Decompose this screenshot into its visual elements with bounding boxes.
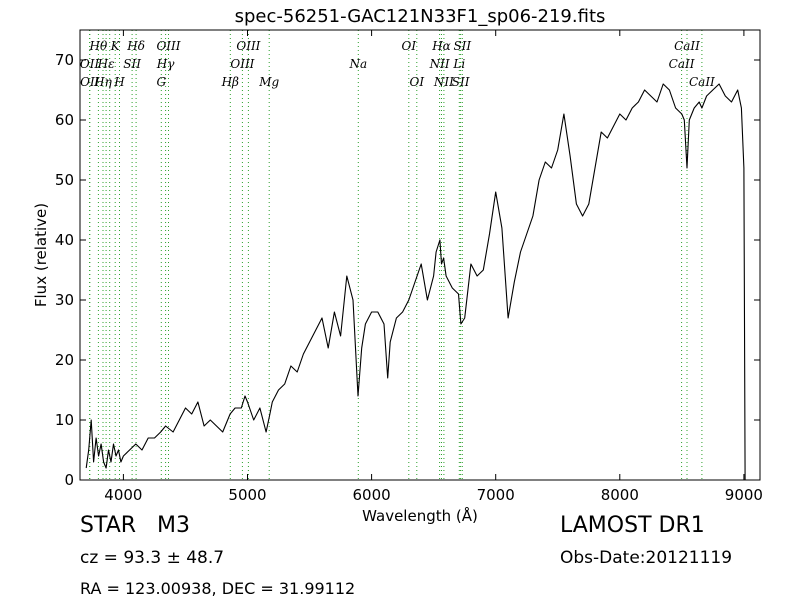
x-tick-label: 6000: [353, 486, 391, 504]
spectrum-series: [85, 83, 746, 481]
line-label: Na: [348, 57, 367, 71]
line-label: Mg: [258, 75, 279, 89]
line-label: Hε: [97, 57, 115, 71]
line-label: G: [157, 75, 167, 89]
x-axis-label: Wavelength (Å): [362, 506, 478, 525]
line-label: Hγ: [156, 57, 175, 71]
y-tick-label: 50: [55, 171, 74, 189]
line-label: NII: [429, 57, 450, 71]
axis-ticks: 4000 5000 6000 7000 8000 9000 0 10 20 30 40 50 60 70: [55, 30, 763, 504]
x-tick-label: 4000: [104, 486, 142, 504]
chart-title: spec-56251-GAC121N33F1_sp06-219.fits: [235, 6, 606, 27]
x-tick-label: 7000: [477, 486, 515, 504]
line-label: Hα: [431, 39, 451, 53]
y-axis-label: Flux (relative): [32, 203, 50, 307]
redshift-cz: cz = 93.3 ± 48.7: [80, 548, 225, 568]
line-label: SII: [452, 75, 470, 89]
y-tick-label: 60: [55, 111, 74, 129]
line-label: OIII: [230, 57, 254, 71]
spectrum-line: [85, 83, 746, 481]
line-label: CaII: [674, 39, 700, 53]
x-tick-label: 5000: [228, 486, 266, 504]
line-label: Li: [452, 57, 465, 71]
line-label: NII: [433, 75, 454, 89]
plot-frame: [79, 29, 761, 481]
line-label: OIII: [156, 39, 180, 53]
y-tick-label: 70: [55, 51, 74, 69]
line-label: SII: [453, 39, 471, 53]
y-tick-label: 20: [55, 351, 74, 369]
emission-line-markers: [89, 30, 703, 480]
line-label: OII: [80, 57, 100, 71]
y-tick-label: 0: [64, 471, 74, 489]
x-tick-label: 9000: [725, 486, 763, 504]
line-label: H: [113, 75, 125, 89]
line-label: OI: [402, 39, 417, 53]
line-label: CaII: [689, 75, 715, 89]
line-label: OII: [80, 75, 100, 89]
y-tick-label: 30: [55, 291, 74, 309]
x-tick-label: 8000: [601, 486, 639, 504]
line-label: Hδ: [126, 39, 145, 53]
y-tick-label: 40: [55, 231, 74, 249]
line-label: CaII: [669, 57, 695, 71]
object-subclass: M3: [157, 513, 190, 538]
survey-name: LAMOST DR1: [560, 513, 705, 538]
line-label: Hβ: [221, 75, 239, 89]
object-class: STAR: [80, 513, 137, 538]
y-tick-label: 10: [55, 411, 74, 429]
line-label: Hθ: [89, 39, 108, 53]
observation-date: Obs-Date:20121119: [560, 548, 733, 568]
line-label: OI: [410, 75, 425, 89]
coordinates: RA = 123.00938, DEC = 31.99112: [80, 579, 356, 598]
line-label: Hη: [93, 75, 112, 89]
line-label: SII: [123, 57, 141, 71]
line-label: K: [110, 39, 121, 53]
line-label: OIII: [236, 39, 260, 53]
